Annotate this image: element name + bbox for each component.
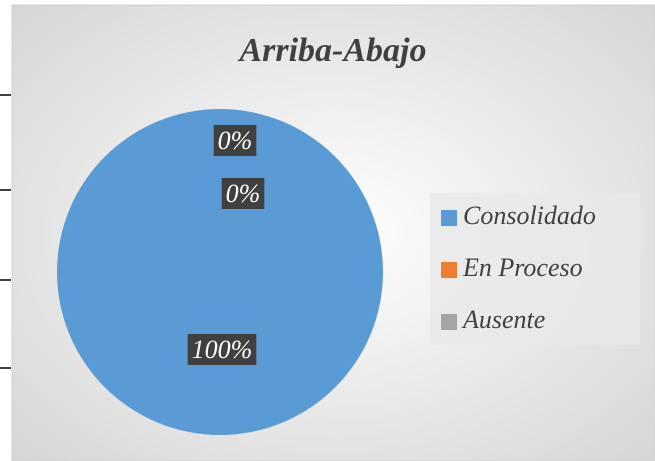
data-label-box	[187, 333, 257, 365]
legend-box	[430, 193, 640, 345]
legend-label: Consolidado	[463, 201, 596, 230]
data-label-box	[221, 177, 265, 209]
legend-swatch	[441, 262, 457, 278]
data-label-box	[213, 124, 257, 156]
data-label: 0%	[226, 179, 261, 208]
data-label: 0%	[218, 126, 253, 155]
chart-title: Arriba-Abajo	[237, 32, 426, 69]
legend-swatch	[441, 210, 457, 226]
legend-label: En Proceso	[462, 253, 583, 282]
data-label: 100%	[192, 335, 253, 364]
pie-slice	[57, 109, 383, 435]
legend-label: Ausente	[461, 305, 545, 334]
legend-swatch	[441, 314, 457, 330]
